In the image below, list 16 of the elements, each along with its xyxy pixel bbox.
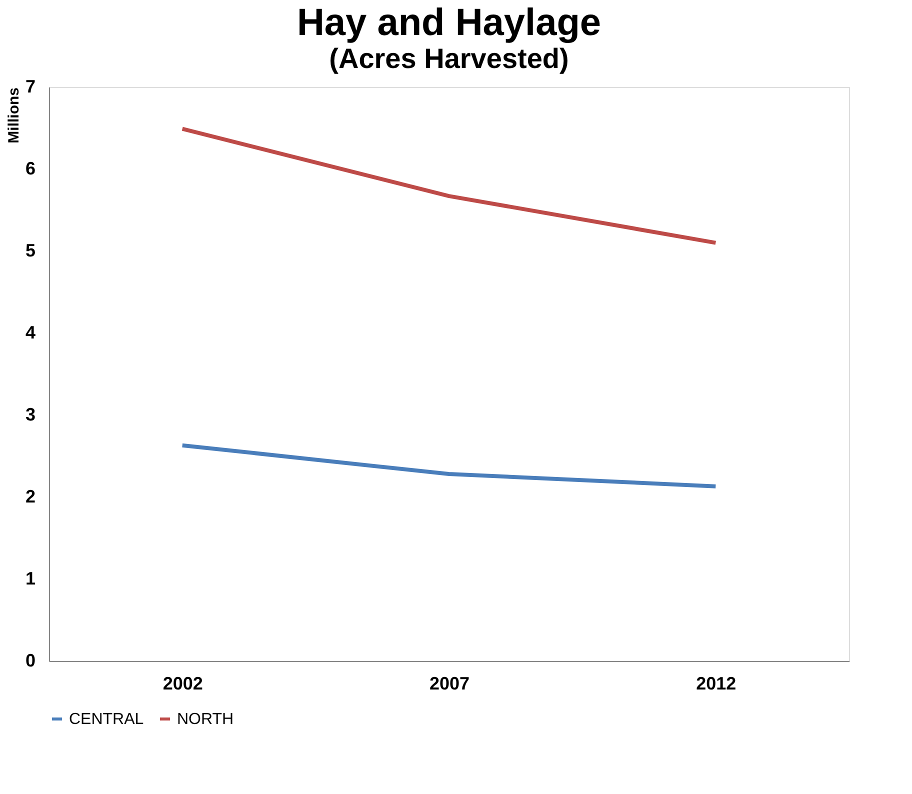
y-tick-label: 3 — [25, 404, 36, 424]
x-tick-label: 2007 — [429, 674, 470, 694]
y-tick-label: 5 — [25, 240, 36, 260]
y-tick-label: 2 — [25, 486, 36, 506]
x-tick-label: 2012 — [696, 674, 736, 694]
y-tick-label: 7 — [25, 76, 36, 96]
y-tick-label: 6 — [25, 158, 36, 178]
y-tick-label: 4 — [25, 322, 36, 342]
y-tick-label: 0 — [25, 650, 36, 670]
chart-title: Hay and Haylage — [296, 2, 602, 44]
y-axis-title: Millions — [5, 88, 22, 144]
x-tick-label: 2002 — [162, 674, 203, 694]
chart-subtitle: (Acres Harvested) — [329, 43, 569, 74]
y-tick-label: 1 — [25, 568, 36, 588]
legend-label: NORTH — [177, 711, 234, 728]
legend-label: CENTRAL — [69, 711, 144, 728]
